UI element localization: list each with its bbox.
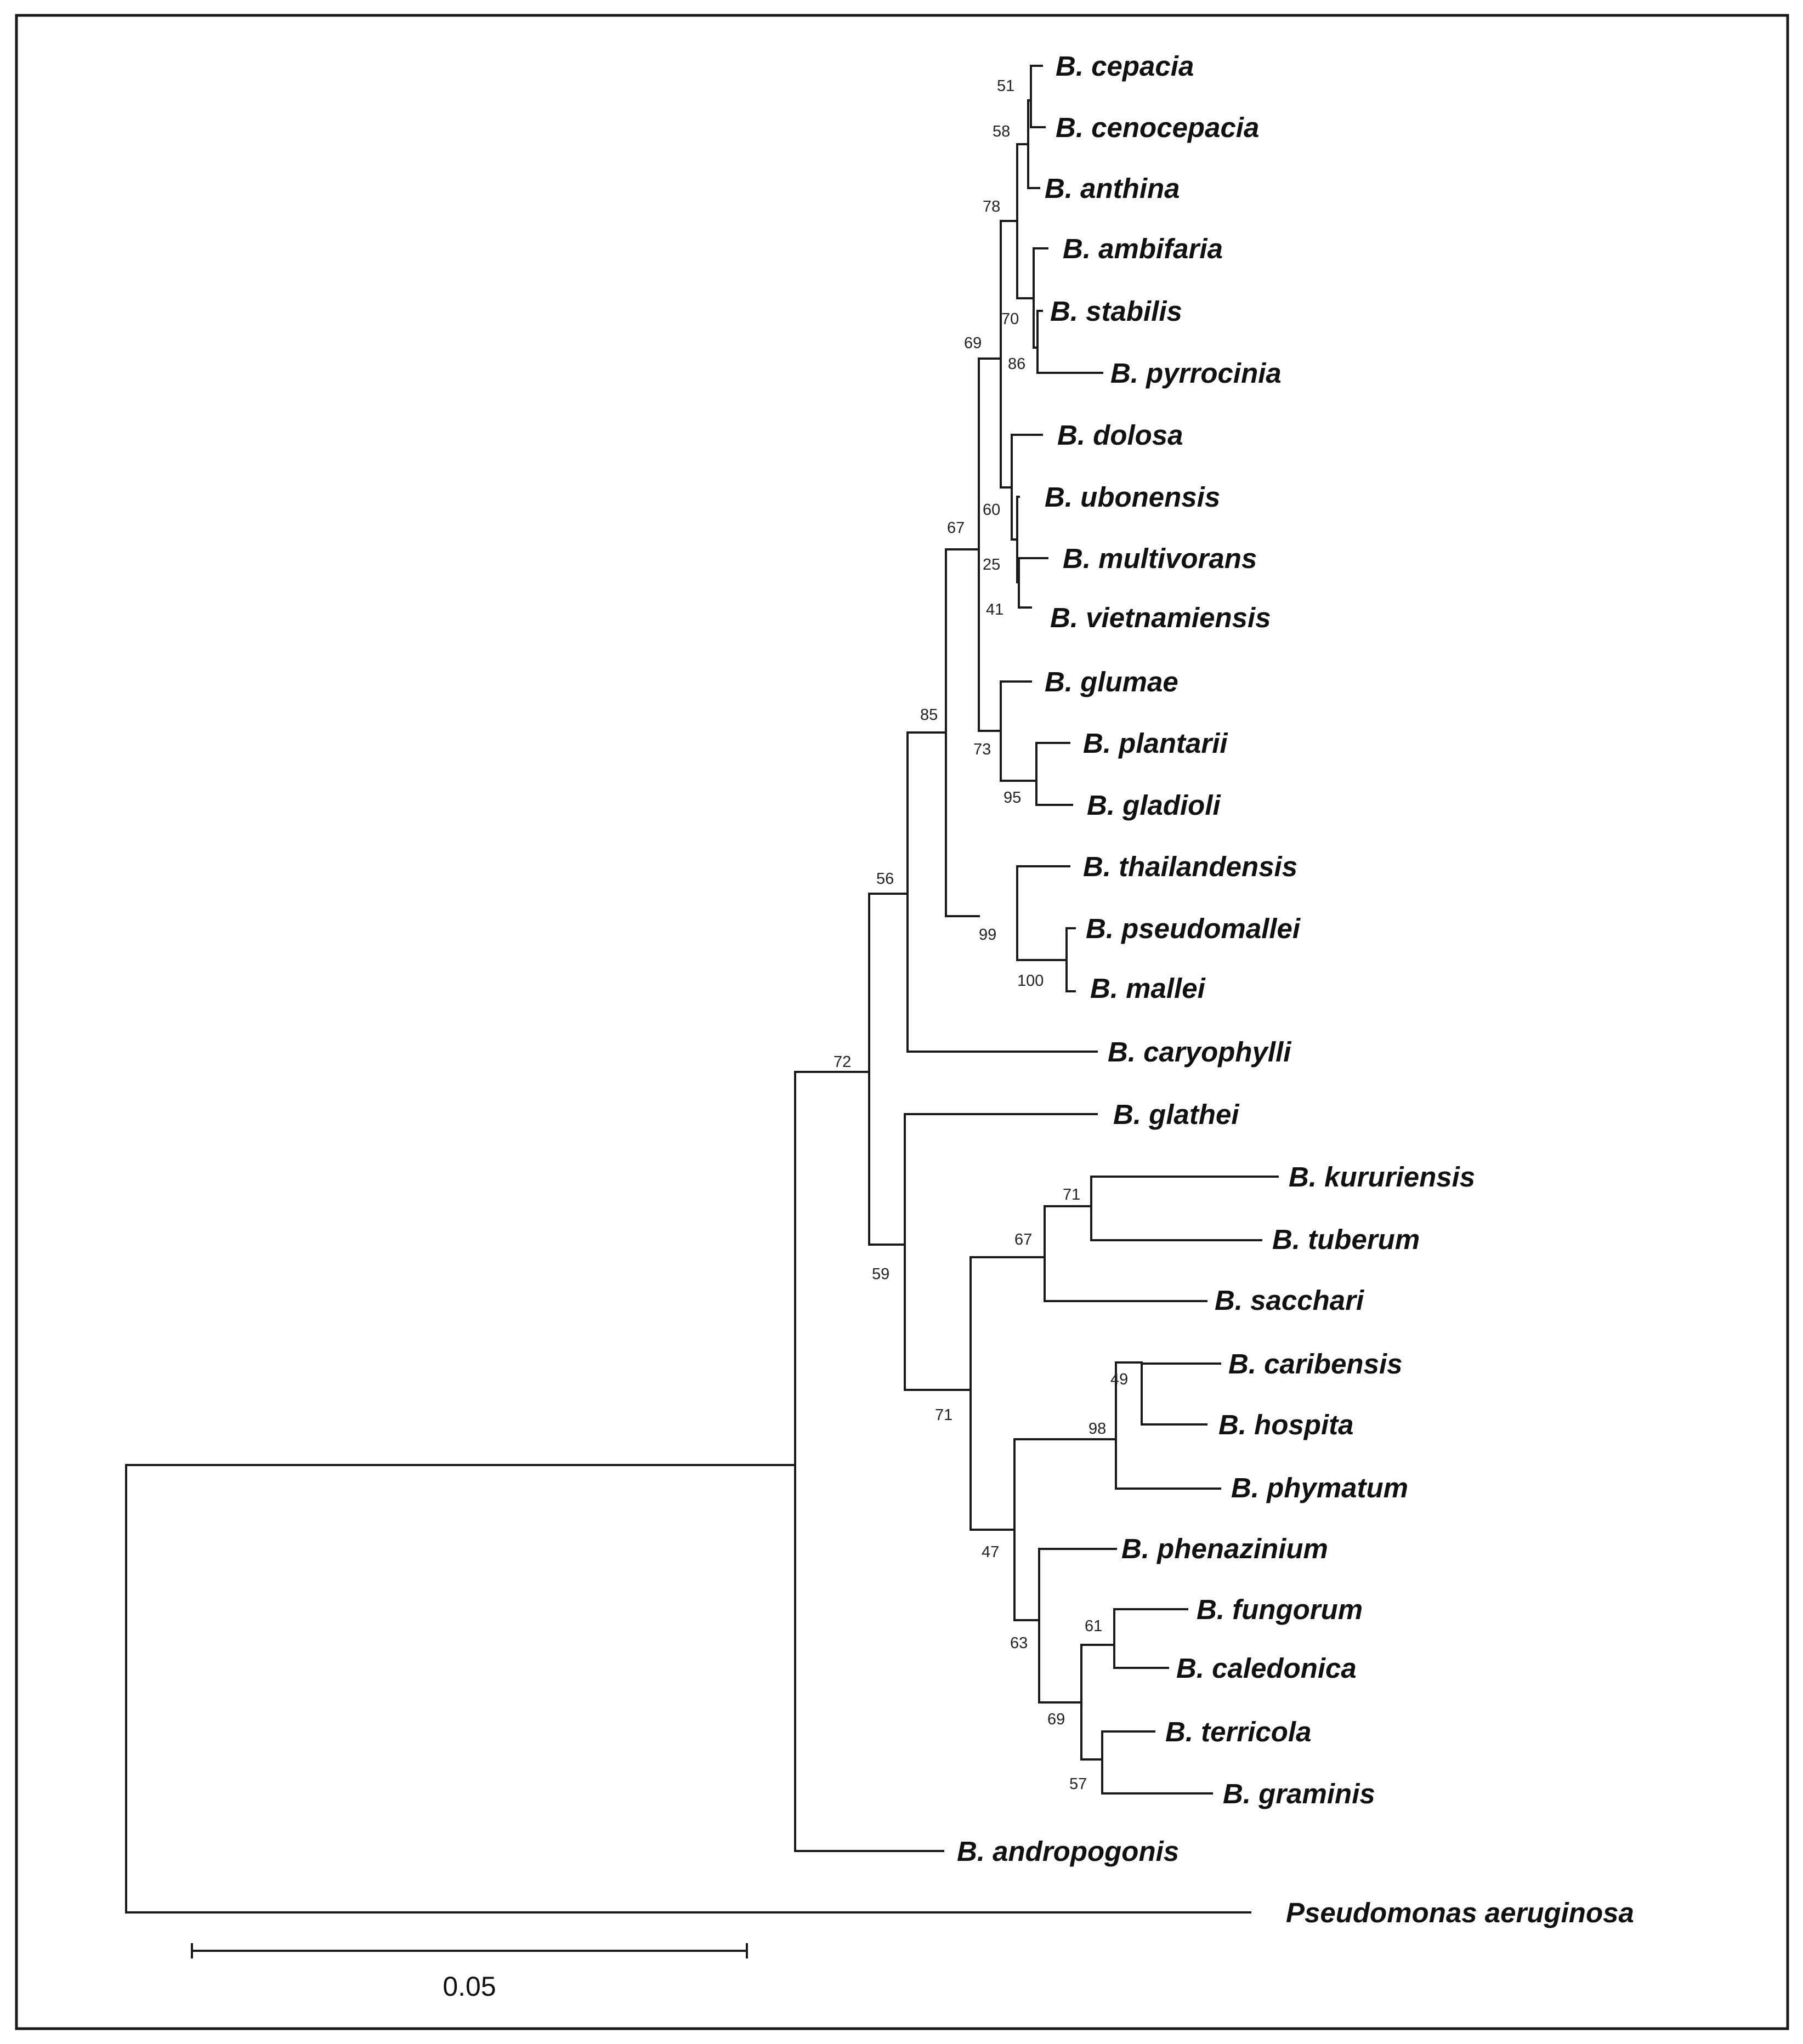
scale-bar-line: [191, 1943, 748, 1958]
bootstrap-value: 56: [876, 870, 894, 888]
taxon-fungorum: B. fungorum: [1197, 1594, 1363, 1625]
clade-69-lower-branch: [1080, 1644, 1115, 1761]
taxon-ambifaria: B. ambifaria: [1063, 233, 1223, 264]
taxon-dolosa: B. dolosa: [1057, 419, 1183, 451]
bootstrap-value: 85: [920, 706, 938, 724]
clade-71-branch: [969, 1256, 1046, 1531]
taxon-graminis: B. graminis: [1223, 1778, 1375, 1809]
bootstrap-value: 95: [1003, 789, 1021, 807]
taxon-cepacia: B. cepacia: [1056, 50, 1194, 82]
bootstrap-value: 86: [1008, 355, 1025, 373]
bootstrap-value: 67: [947, 519, 965, 537]
clade-67-lower-branch: [1044, 1205, 1207, 1302]
clade-67-branch: [978, 357, 1002, 732]
clade-70-branch: [1033, 247, 1048, 349]
taxon-plantarii: B. plantarii: [1083, 728, 1228, 759]
taxon-caryophylli: B. caryophylli: [1108, 1036, 1292, 1068]
bootstrap-value: 25: [983, 556, 1000, 574]
clade-99-branch: [1016, 865, 1070, 961]
bootstrap-value: 61: [1085, 1617, 1102, 1635]
clade-51-branch: [1030, 65, 1046, 128]
bootstrap-value: 57: [1069, 1775, 1087, 1793]
scale-bar-label: 0.05: [443, 1971, 496, 2002]
bootstrap-value: 99: [979, 926, 996, 944]
bootstrap-value: 49: [1110, 1371, 1128, 1388]
clade-78-branch: [1016, 143, 1035, 299]
clade-49-branch: [1141, 1362, 1221, 1426]
root-branch: [125, 1464, 1251, 1914]
taxon-stabilis: B. stabilis: [1050, 296, 1182, 327]
taxon-pyrrocinia: B. pyrrocinia: [1110, 357, 1282, 389]
clade-57-branch: [1101, 1730, 1213, 1795]
bootstrap-value: 100: [1017, 972, 1044, 990]
bootstrap-value: 58: [993, 123, 1010, 140]
taxon-hospita: B. hospita: [1218, 1409, 1354, 1440]
taxon-caribensis: B. caribensis: [1228, 1348, 1402, 1379]
tree-branches: [125, 65, 1279, 1914]
bootstrap-value: 41: [986, 601, 1003, 618]
bootstrap-value: 69: [1047, 1711, 1065, 1728]
clade-95-branch: [1035, 742, 1073, 806]
clade-63-branch: [1038, 1548, 1117, 1704]
clade-98-branch: [1115, 1361, 1221, 1490]
taxon-kururiensis: B. kururiensis: [1289, 1161, 1475, 1193]
bootstrap-value: 63: [1010, 1634, 1028, 1652]
taxon-labels: B. cepacia B. cenocepacia B. anthina B. …: [957, 50, 1634, 1928]
bootstrap-value: 98: [1088, 1420, 1106, 1438]
taxon-vietnamiensis: B. vietnamiensis: [1050, 602, 1271, 633]
scale-bar: 0.05: [191, 1943, 748, 2002]
clade-56-branch: [906, 731, 1098, 1053]
clade-72-branch: [794, 1071, 944, 1852]
taxon-gladioli: B. gladioli: [1087, 790, 1222, 821]
clade-100-branch: [1065, 927, 1076, 992]
clade-69-branch: [1000, 220, 1018, 489]
taxon-phymatum: B. phymatum: [1231, 1472, 1408, 1503]
taxon-glathei: B. glathei: [1113, 1099, 1240, 1130]
clade-41-branch: [1018, 557, 1048, 609]
bootstrap-value: 47: [982, 1543, 999, 1561]
taxon-mallei: B. mallei: [1090, 973, 1206, 1004]
bootstrap-value: 71: [935, 1406, 952, 1424]
clade-56-59-branch: [868, 893, 909, 1246]
taxon-glumae: B. glumae: [1045, 666, 1178, 697]
taxon-andropogonis: B. andropogonis: [957, 1836, 1179, 1867]
clade-85-branch: [945, 548, 980, 917]
taxon-anthina: B. anthina: [1045, 173, 1180, 204]
taxon-multivorans: B. multivorans: [1063, 543, 1257, 574]
bootstrap-value: 67: [1014, 1231, 1032, 1248]
bootstrap-values: 51 58 78 70 86 69 60 25 41 67 73 95 85 5…: [834, 77, 1128, 1793]
bootstrap-value: 69: [964, 334, 982, 352]
clade-61-branch: [1113, 1608, 1188, 1669]
clade-73-branch: [1000, 680, 1037, 782]
clade-47-branch: [1013, 1438, 1117, 1621]
taxon-phenazinium: B. phenazinium: [1121, 1533, 1328, 1564]
bootstrap-value: 59: [872, 1265, 889, 1283]
bootstrap-value: 71: [1063, 1186, 1080, 1203]
bootstrap-value: 72: [834, 1053, 851, 1071]
taxon-caledonica: B. caledonica: [1176, 1653, 1357, 1684]
taxon-tuberum: B. tuberum: [1272, 1224, 1420, 1255]
taxon-terricola: B. terricola: [1165, 1716, 1311, 1747]
taxon-ubonensis: B. ubonensis: [1045, 481, 1220, 513]
bootstrap-value: 73: [973, 741, 991, 758]
bootstrap-value: 78: [983, 198, 1000, 215]
clade-71-upper-branch: [1090, 1176, 1279, 1241]
taxon-aeruginosa: Pseudomonas aeruginosa: [1286, 1897, 1634, 1928]
figure-frame: [15, 14, 1789, 2030]
clade-59-branch: [904, 1113, 1098, 1391]
bootstrap-value: 51: [997, 77, 1014, 95]
clade-86-branch: [1036, 310, 1103, 374]
taxon-cenocepacia: B. cenocepacia: [1056, 112, 1259, 143]
taxon-sacchari: B. sacchari: [1215, 1285, 1365, 1316]
taxon-pseudomallei: B. pseudomallei: [1086, 913, 1301, 944]
bootstrap-value: 70: [1001, 310, 1019, 328]
bootstrap-value: 60: [983, 501, 1000, 519]
taxon-thailandensis: B. thailandensis: [1083, 851, 1297, 882]
